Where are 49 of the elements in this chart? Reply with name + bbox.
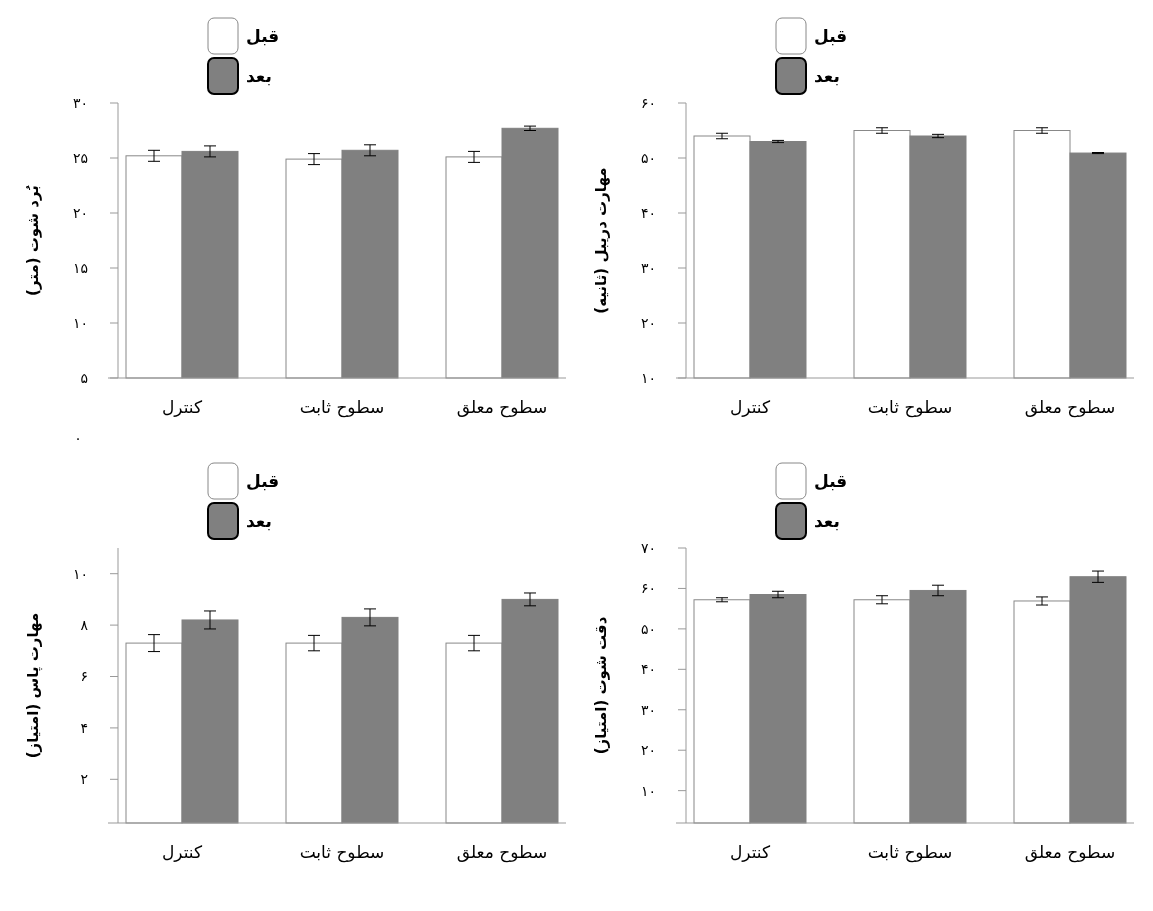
y-tick-label: ۸ [80, 617, 89, 633]
x-tick-label: کنترل [161, 842, 203, 862]
legend-label: قبل [814, 25, 848, 46]
x-tick-label: سطوح معلق [456, 842, 548, 863]
y-tick-label: ۲۰ [72, 204, 88, 221]
y-tick-label: ۶۰ [640, 580, 656, 597]
x-tick-label: کنترل [729, 842, 771, 862]
y-tick-label: ۴۰ [640, 661, 656, 678]
legend-label: قبل [246, 470, 280, 491]
y-tick-label: ۱۵ [72, 259, 88, 276]
y-tick-label: ۵ [80, 369, 88, 386]
legend-label: بعد [246, 65, 272, 86]
legend-label: بعد [814, 65, 840, 86]
x-tick-label: کنترل [161, 397, 203, 417]
y-tick-label: ۲۰ [640, 742, 656, 759]
x-tick-label: سطوح ثابت [299, 842, 385, 863]
text: ۰ [74, 430, 82, 446]
y-tick-label: ۳۰ [72, 94, 88, 111]
y-tick-label: ۵۰ [640, 620, 656, 637]
y-tick-label: ۲۵ [72, 149, 88, 166]
y-tick-label: ۶۰ [640, 94, 656, 111]
y-axis-title: مهارت دریبل (ثانیه) [592, 167, 610, 314]
y-tick-label: ۴ [80, 719, 88, 736]
y-axis-title: بُرد شوت (متر) [24, 185, 42, 296]
x-tick-label: سطوح ثابت [299, 397, 385, 418]
y-tick-label: ۶ [80, 668, 88, 685]
x-tick-label: سطوح معلق [1024, 842, 1116, 863]
y-tick-label: ۱۰ [72, 565, 88, 582]
y-tick-label: ۲۰ [640, 314, 656, 331]
y-tick-label: ۲ [80, 771, 88, 788]
y-tick-label: ۱۰ [72, 314, 88, 331]
x-tick-label: سطوح ثابت [867, 842, 953, 863]
legend-label: بعد [814, 510, 840, 531]
legend-label: قبل [246, 25, 280, 46]
legend-label: بعد [246, 510, 272, 531]
x-tick-label: سطوح ثابت [867, 397, 953, 418]
y-axis-title: مهارت پاس (امتیاز) [24, 612, 43, 759]
y-tick-label: ۱۰ [640, 369, 656, 386]
x-tick-label: سطوح معلق [456, 397, 548, 418]
y-axis-title: دقت شوت (امتیاز) [592, 616, 610, 755]
y-tick-label: ۳۰ [640, 259, 656, 276]
x-tick-label: سطوح معلق [1024, 397, 1116, 418]
y-tick-label: ۷۰ [640, 539, 656, 556]
x-tick-label: کنترل [729, 397, 771, 417]
y-tick-label: ۴۰ [640, 204, 656, 221]
y-tick-label: ۱۰ [640, 782, 656, 799]
y-tick-label: ۳۰ [640, 701, 656, 718]
legend-label: قبل [814, 470, 848, 491]
y-tick-label: ۵۰ [640, 149, 656, 166]
